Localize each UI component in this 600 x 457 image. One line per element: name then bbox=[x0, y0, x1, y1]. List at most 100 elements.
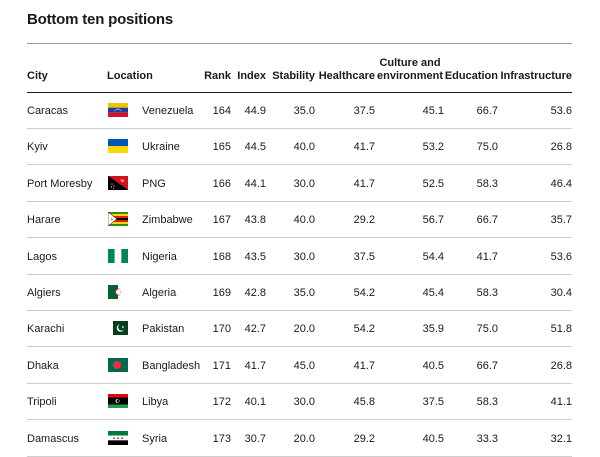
cell-stability: 30.0 bbox=[293, 396, 315, 409]
cell-city: Karachi bbox=[27, 323, 65, 336]
cell-education: 66.7 bbox=[476, 214, 498, 227]
cell-index: 42.8 bbox=[244, 287, 266, 299]
header-culture: Culture and environment bbox=[376, 57, 444, 83]
cell-culture: 45.1 bbox=[422, 105, 444, 117]
cell-location: Zimbabwe bbox=[142, 214, 193, 227]
cell-infrastructure: 46.4 bbox=[550, 177, 572, 190]
cell-index: 44.1 bbox=[244, 177, 266, 190]
cell-infrastructure: 26.8 bbox=[550, 359, 572, 372]
header-city: City bbox=[27, 70, 48, 82]
table-title: Bottom ten positions bbox=[27, 11, 173, 28]
cell-index: 40.1 bbox=[244, 396, 266, 409]
row-separator bbox=[27, 200, 572, 202]
header-education: Education bbox=[444, 70, 498, 82]
cell-stability: 45.0 bbox=[293, 359, 315, 372]
cell-rank: 171 bbox=[212, 359, 231, 372]
bangladesh-flag bbox=[108, 357, 128, 372]
cell-rank: 173 bbox=[212, 432, 231, 445]
table-row: Harare Zimbabwe 167 43.8 40.0 29.2 56.7 66.7 35.… bbox=[0, 202, 600, 239]
cell-education: 66.7 bbox=[476, 105, 498, 117]
row-separator bbox=[27, 346, 572, 348]
cell-index: 44.9 bbox=[244, 105, 266, 117]
cell-index: 42.7 bbox=[244, 323, 266, 336]
header-index: Index bbox=[237, 70, 266, 82]
cell-rank: 170 bbox=[212, 323, 231, 336]
libya-flag bbox=[108, 394, 128, 409]
row-separator bbox=[27, 382, 572, 384]
cell-culture: 37.5 bbox=[422, 396, 444, 409]
ukraine-flag bbox=[108, 139, 128, 154]
header-location: Location bbox=[107, 70, 153, 82]
cell-location: Ukraine bbox=[142, 141, 180, 154]
cell-culture: 56.7 bbox=[422, 214, 444, 227]
algeria-flag bbox=[108, 285, 128, 299]
cell-education: 75.0 bbox=[476, 323, 498, 336]
cell-stability: 30.0 bbox=[293, 250, 315, 263]
row-separator bbox=[27, 164, 572, 166]
cell-index: 43.5 bbox=[244, 250, 266, 263]
cell-education: 41.7 bbox=[476, 250, 498, 263]
cell-location: Pakistan bbox=[142, 323, 185, 336]
cell-healthcare: 41.7 bbox=[353, 359, 375, 372]
header-stability: Stability bbox=[272, 70, 315, 82]
cell-infrastructure: 53.6 bbox=[550, 105, 572, 117]
venezuela-flag bbox=[108, 103, 128, 117]
cell-stability: 35.0 bbox=[293, 287, 315, 299]
cell-location: Libya bbox=[142, 396, 169, 409]
cell-education: 66.7 bbox=[476, 359, 498, 372]
row-separator bbox=[27, 455, 572, 457]
cell-location: Nigeria bbox=[142, 250, 177, 263]
cell-healthcare: 41.7 bbox=[353, 177, 375, 190]
cell-city: Lagos bbox=[27, 250, 57, 263]
cell-rank: 172 bbox=[212, 396, 231, 409]
title-rule bbox=[27, 43, 572, 44]
cell-infrastructure: 53.6 bbox=[550, 250, 572, 263]
cell-location: Venezuela bbox=[142, 105, 194, 117]
cell-location: Syria bbox=[142, 432, 168, 445]
cell-culture: 52.5 bbox=[422, 177, 444, 190]
table-row: Damascus Syria 173 30.7 20.0 29.2 40.5 33.3 32.1 bbox=[0, 421, 600, 457]
cell-culture: 54.4 bbox=[422, 250, 444, 263]
table-row: Karachi Pakistan 170 42.7 20.0 54.2 35.9 75.0 51… bbox=[0, 311, 600, 348]
row-separator bbox=[27, 128, 572, 129]
cell-infrastructure: 41.1 bbox=[550, 396, 572, 409]
cell-healthcare: 37.5 bbox=[353, 105, 375, 117]
cell-stability: 40.0 bbox=[293, 141, 315, 154]
cell-location: Algeria bbox=[142, 287, 177, 299]
header-healthcare: Healthcare bbox=[318, 70, 375, 82]
cell-city: Tripoli bbox=[27, 396, 57, 409]
cell-education: 33.3 bbox=[476, 432, 498, 445]
cell-city: Dhaka bbox=[27, 359, 59, 372]
cell-rank: 167 bbox=[212, 214, 231, 227]
cell-infrastructure: 26.8 bbox=[550, 141, 572, 154]
cell-infrastructure: 35.7 bbox=[550, 214, 572, 227]
syria-flag bbox=[108, 430, 128, 445]
cell-healthcare: 29.2 bbox=[353, 214, 375, 227]
cell-infrastructure: 30.4 bbox=[550, 287, 572, 299]
cell-location: Bangladesh bbox=[142, 359, 201, 372]
cell-stability: 20.0 bbox=[293, 432, 315, 445]
cell-stability: 20.0 bbox=[293, 323, 315, 336]
cell-location: PNG bbox=[142, 177, 166, 190]
row-separator bbox=[27, 310, 572, 311]
cell-stability: 35.0 bbox=[293, 105, 315, 117]
cell-index: 43.8 bbox=[244, 214, 266, 227]
table-row: Dhaka Bangladesh 171 41.7 45.0 41.7 40.5 66.7 26… bbox=[0, 348, 600, 384]
nigeria-flag bbox=[108, 248, 128, 263]
cell-index: 41.7 bbox=[244, 359, 266, 372]
cell-city: Damascus bbox=[27, 432, 79, 445]
cell-education: 58.3 bbox=[476, 396, 498, 409]
cell-healthcare: 29.2 bbox=[353, 432, 375, 445]
header-rank: Rank bbox=[204, 70, 231, 82]
cell-city: Algiers bbox=[27, 287, 61, 299]
cell-index: 44.5 bbox=[244, 141, 266, 154]
cell-city: Harare bbox=[27, 214, 61, 227]
cell-city: Port Moresby bbox=[27, 177, 93, 190]
table-row: Lagos Nigeria 168 43.5 30.0 37.5 54.4 41.7 53.6 bbox=[0, 239, 600, 275]
cell-stability: 30.0 bbox=[293, 177, 315, 190]
header-infrastructure: Infrastructure bbox=[500, 70, 572, 82]
header-rule bbox=[27, 92, 572, 93]
header-culture-line2: environment bbox=[376, 70, 443, 82]
cell-stability: 40.0 bbox=[293, 214, 315, 227]
cell-rank: 164 bbox=[212, 105, 231, 117]
